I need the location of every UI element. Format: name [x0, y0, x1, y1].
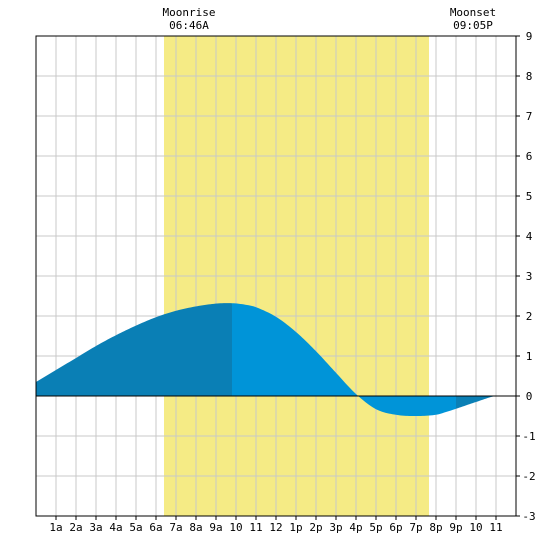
x-tick-label: 4a	[109, 521, 122, 534]
x-tick-label: 2p	[309, 521, 322, 534]
y-tick-label: 6	[526, 150, 533, 163]
y-tick-label: 9	[526, 30, 533, 43]
moonset-time: 09:05P	[453, 19, 493, 32]
y-tick-label: 0	[526, 390, 533, 403]
tide-area	[36, 303, 516, 416]
moonrise-label: Moonrise	[163, 6, 216, 19]
y-tick-label: 3	[526, 270, 533, 283]
y-tick-label: -3	[522, 510, 535, 523]
x-tick-label: 3p	[329, 521, 342, 534]
x-tick-label: 4p	[349, 521, 362, 534]
x-tick-label: 2a	[69, 521, 82, 534]
tide-area-segment	[36, 303, 232, 396]
x-tick-label: 3a	[89, 521, 102, 534]
x-tick-label: 5a	[129, 521, 142, 534]
x-tick-label: 7p	[409, 521, 422, 534]
x-tick-label: 9p	[449, 521, 462, 534]
x-tick-label: 6a	[149, 521, 162, 534]
y-tick-label: 7	[526, 110, 533, 123]
x-tick-label: 1a	[49, 521, 62, 534]
moonset-label: Moonset	[450, 6, 496, 19]
y-tick-label: 2	[526, 310, 533, 323]
tide-area-segment	[456, 395, 516, 409]
y-tick-label: 5	[526, 190, 533, 203]
x-tick-label: 1p	[289, 521, 302, 534]
y-tick-label: 4	[526, 230, 533, 243]
x-tick-label: 8a	[189, 521, 202, 534]
x-tick-label: 11	[489, 521, 502, 534]
grid-lines	[36, 36, 516, 516]
x-tick-label: 8p	[429, 521, 442, 534]
x-tick-label: 9a	[209, 521, 222, 534]
moonrise-time: 06:46A	[169, 19, 209, 32]
x-tick-label: 5p	[369, 521, 382, 534]
y-tick-label: 8	[526, 70, 533, 83]
y-axis-ticks: -3 -2 -1 0 1 2 3 4 5 6 7 8 9	[516, 30, 536, 523]
x-tick-label: 7a	[169, 521, 182, 534]
x-axis-ticks: 1a 2a 3a 4a 5a 6a 7a 8a 9a 10 11 12 1p 2p 3p 4p 5p 6p 7p 8p…	[49, 516, 503, 534]
y-tick-label: -1	[522, 430, 535, 443]
tide-area-segment	[232, 303, 456, 416]
y-tick-label: -2	[522, 470, 535, 483]
x-tick-label: 11	[249, 521, 262, 534]
x-tick-label: 12	[269, 521, 282, 534]
x-tick-label: 10	[469, 521, 482, 534]
y-tick-label: 1	[526, 350, 533, 363]
x-tick-label: 10	[229, 521, 242, 534]
x-tick-label: 6p	[389, 521, 402, 534]
